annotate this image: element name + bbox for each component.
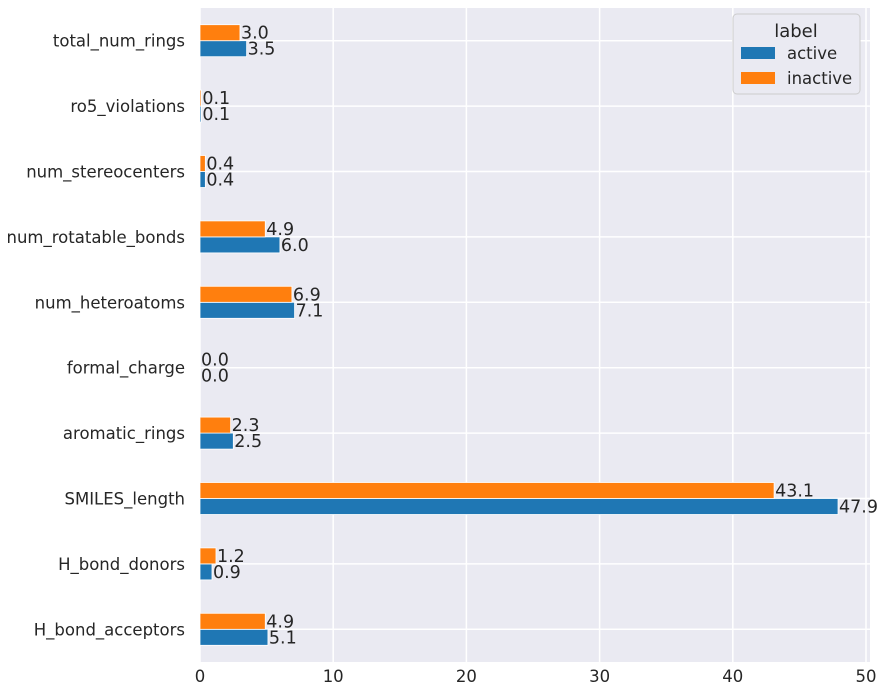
data-label-inactive: 4.9 <box>266 220 294 240</box>
bar-inactive <box>199 24 241 42</box>
legend-swatch-active <box>741 47 775 59</box>
bar-active <box>199 105 202 123</box>
x-tick-label: 40 <box>722 667 743 686</box>
legend-swatch-inactive <box>741 72 775 84</box>
bar-active <box>199 40 248 58</box>
bar-inactive <box>199 547 217 565</box>
y-tick-label: ro5_violations <box>70 97 185 117</box>
data-label-inactive: 2.3 <box>232 416 260 436</box>
x-tick-label: 20 <box>456 667 477 686</box>
y-tick-label: formal_charge <box>67 359 185 379</box>
bar-active <box>199 628 269 646</box>
data-label-inactive: 1.2 <box>217 547 245 567</box>
x-tick-label: 0 <box>195 667 206 686</box>
bar-inactive <box>199 89 202 107</box>
data-label-inactive: 6.9 <box>293 285 321 305</box>
bar-inactive <box>199 612 266 630</box>
legend-label-inactive: inactive <box>787 69 852 88</box>
y-tick-label: num_rotatable_bonds <box>7 228 185 248</box>
legend-title: label <box>774 21 818 42</box>
y-tick-label: H_bond_acceptors <box>34 620 185 640</box>
y-tick-label: aromatic_rings <box>63 424 185 444</box>
legend: label active inactive <box>732 13 861 95</box>
data-label-inactive: 4.9 <box>266 612 294 632</box>
bar-active <box>199 498 839 515</box>
y-tick-label: H_bond_donors <box>58 555 185 575</box>
x-tick-label: 50 <box>856 667 877 686</box>
y-tick-label: SMILES_length <box>64 490 185 510</box>
data-label-active: 0.9 <box>213 563 241 583</box>
data-label-inactive: 0.1 <box>202 89 230 109</box>
bar-active <box>199 301 295 319</box>
y-tick-labels: total_num_rings ro5_violations num_stereoc… <box>7 32 185 641</box>
data-label-active: 7.1 <box>296 301 324 321</box>
data-label-inactive: 43.1 <box>775 482 814 502</box>
data-label-active: 3.5 <box>248 40 276 60</box>
data-label-active: 0.0 <box>201 367 229 387</box>
data-label-active: 47.9 <box>839 498 878 518</box>
bar-inactive <box>199 285 293 303</box>
x-tick-label: 10 <box>323 667 344 686</box>
x-tick-labels: 0 10 20 30 40 50 <box>195 667 877 686</box>
bar-inactive <box>199 482 775 499</box>
data-label-inactive: 0.0 <box>201 351 229 371</box>
data-label-active: 2.5 <box>234 432 262 452</box>
bar-active <box>199 432 234 450</box>
y-tick-label: num_stereocenters <box>26 163 185 183</box>
bar-active <box>199 171 206 188</box>
legend-label-active: active <box>787 44 837 63</box>
y-tick-label: num_heteroatoms <box>35 293 185 313</box>
y-tick-label: total_num_rings <box>53 32 185 52</box>
bar-inactive <box>199 155 206 172</box>
data-label-active: 5.1 <box>269 628 297 648</box>
data-label-active: 0.4 <box>206 171 234 191</box>
bars <box>199 24 839 646</box>
data-labels: 3.53.00.10.10.40.46.04.97.16.90.00.02.52… <box>201 24 878 649</box>
data-label-inactive: 0.4 <box>206 155 234 175</box>
x-tick-label: 30 <box>589 667 610 686</box>
bar-inactive <box>199 220 266 238</box>
data-label-inactive: 3.0 <box>241 24 269 44</box>
bar-active <box>199 563 213 581</box>
plot-area <box>200 8 870 662</box>
bar-inactive <box>199 416 232 434</box>
data-label-active: 0.1 <box>202 105 230 125</box>
data-label-active: 6.0 <box>281 236 309 256</box>
